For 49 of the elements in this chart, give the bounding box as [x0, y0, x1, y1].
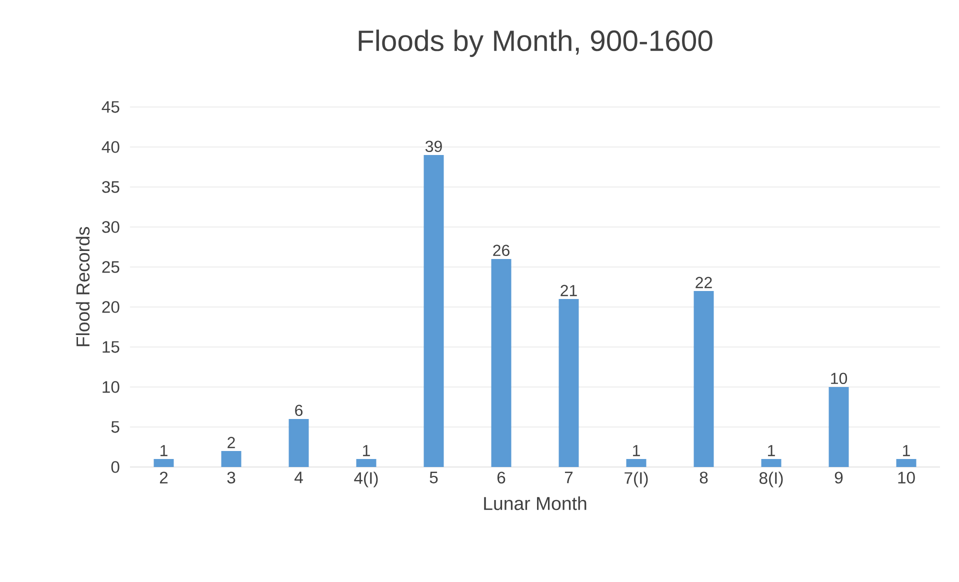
data-label: 10: [831, 372, 848, 384]
bar: [896, 459, 916, 467]
bar: [356, 459, 376, 467]
bar: [694, 291, 714, 467]
bar: [828, 387, 849, 467]
x-tick-label: 8: [700, 472, 708, 484]
x-tick-label: 4: [294, 472, 303, 484]
data-label: 26: [493, 244, 510, 256]
bar: [221, 451, 242, 467]
y-axis-title: Flood Records: [76, 227, 90, 346]
bar: [558, 299, 579, 467]
data-label: 1: [363, 445, 370, 456]
bar: [491, 259, 512, 467]
data-label: 1: [903, 445, 910, 456]
data-label: 39: [425, 140, 442, 152]
data-label: 1: [768, 445, 775, 456]
y-tick-label: 35: [102, 181, 120, 193]
x-tick-label: 7: [564, 472, 573, 484]
data-label: 21: [560, 284, 577, 296]
x-tick-label: 8(I): [759, 472, 783, 488]
y-tick-label: 15: [102, 341, 120, 353]
y-tick-label: 20: [102, 301, 120, 313]
y-tick-label: 5: [111, 421, 120, 433]
y-tick-label: 30: [102, 221, 120, 233]
x-tick-label: 6: [497, 472, 506, 484]
x-axis-title: Lunar Month: [484, 496, 586, 510]
y-tick-label: 10: [102, 381, 120, 393]
y-tick-label: 25: [102, 261, 120, 273]
bar: [761, 459, 782, 467]
y-tick-label: 45: [102, 101, 120, 113]
y-tick-label: 0: [111, 461, 120, 473]
data-label: 6: [295, 404, 303, 416]
bar: [424, 155, 444, 467]
bar: [154, 459, 174, 467]
x-tick-label: 5: [430, 472, 438, 484]
x-tick-label: 2: [160, 472, 168, 484]
chart-title: Floods by Month, 900-1600: [358, 30, 712, 57]
data-label: 22: [696, 276, 712, 288]
x-tick-label: 3: [227, 472, 236, 484]
data-label: 1: [160, 445, 168, 456]
x-tick-label: 7(I): [624, 472, 648, 488]
bar: [626, 459, 646, 467]
y-tick-label: 40: [102, 141, 120, 153]
data-label: 2: [228, 436, 235, 448]
bar: [288, 419, 309, 467]
x-tick-label: 10: [898, 472, 915, 484]
data-label: 1: [633, 445, 640, 456]
x-tick-label: 9: [834, 472, 843, 484]
x-tick-label: 4(I): [354, 472, 378, 488]
